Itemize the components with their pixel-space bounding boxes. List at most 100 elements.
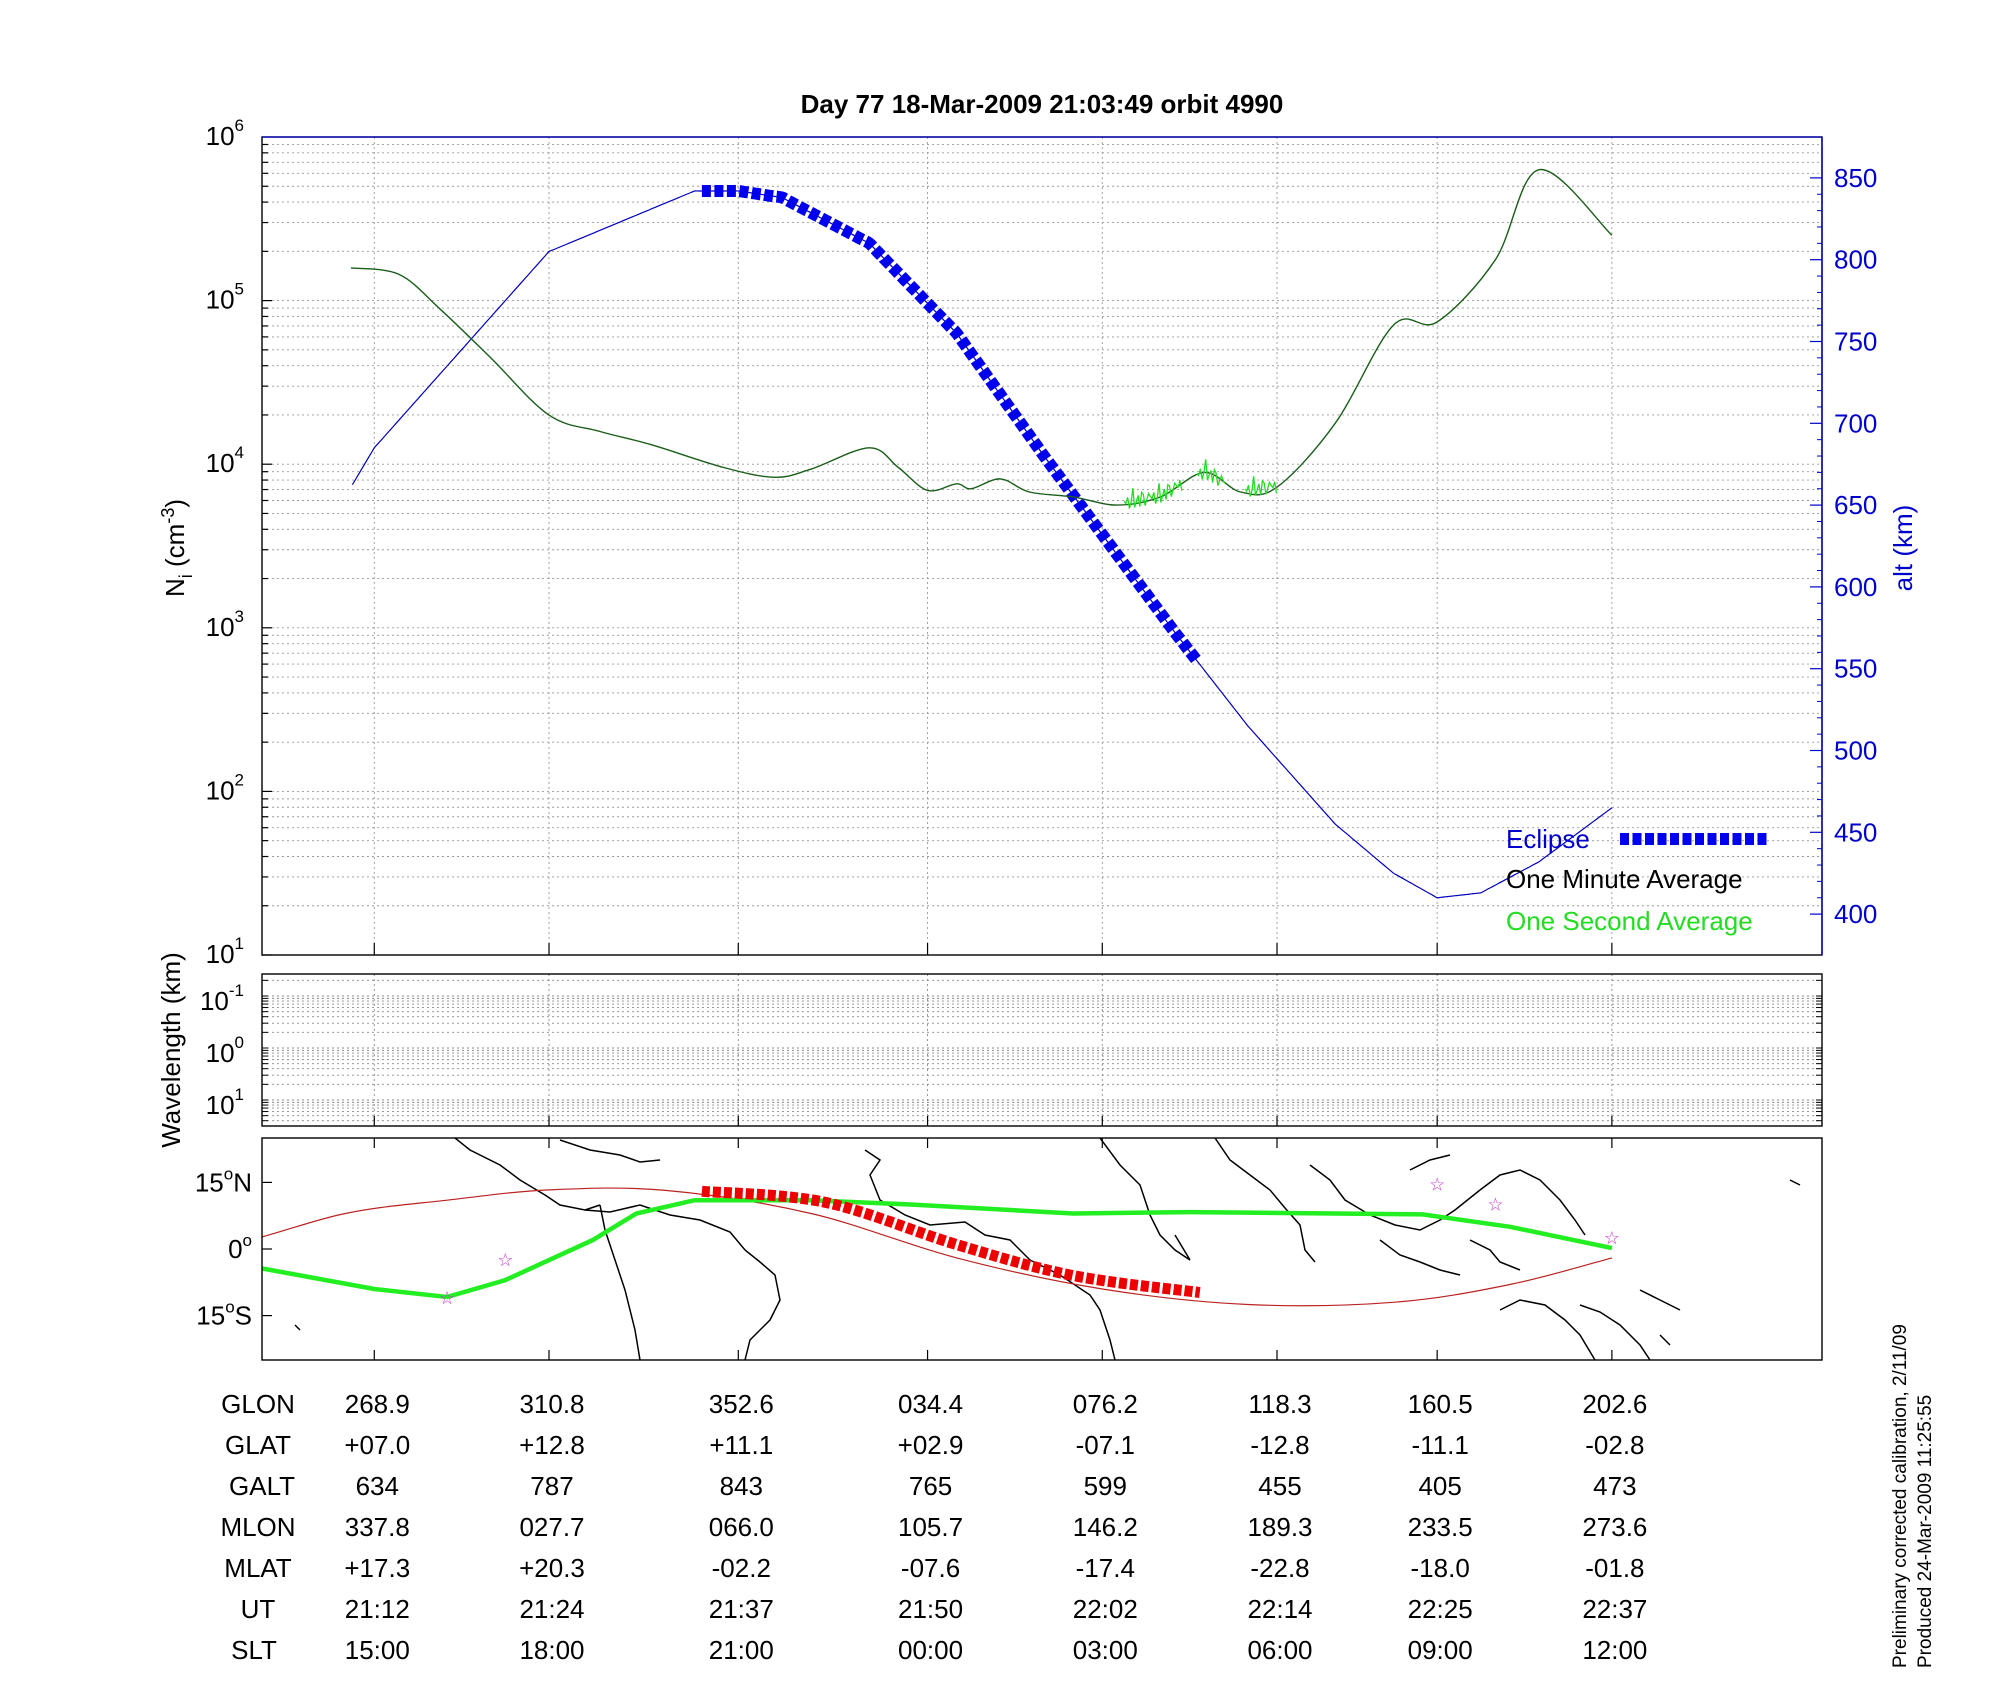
star-marker: ☆ — [1487, 1195, 1503, 1215]
density-y-tick-label: 106 — [206, 116, 244, 151]
axis-row-value: 09:00 — [1408, 1635, 1473, 1665]
axis-row-label: GALT — [229, 1471, 295, 1501]
axis-row-value: +02.9 — [898, 1430, 964, 1460]
coastline — [584, 1204, 781, 1360]
footer-produced: Produced 24-Mar-2009 11:25:55 — [1915, 1395, 1936, 1668]
density-curve — [350, 168, 1613, 506]
map-y-ticks: 15oN 0o 15oS — [195, 1164, 272, 1331]
legend-second-label: One Second Average — [1506, 906, 1753, 936]
wavelength-grid — [262, 974, 1822, 1126]
axis-row-value: 273.6 — [1582, 1512, 1647, 1542]
ground-track-line — [262, 1197, 1613, 1300]
coastline — [1379, 1239, 1461, 1276]
magnetic-equator-line — [262, 1187, 1613, 1307]
star-marker: ☆ — [497, 1250, 513, 1270]
one-second-curve — [1196, 459, 1226, 486]
coastline — [864, 1149, 1116, 1360]
one-second-curve — [1123, 480, 1183, 509]
altitude-tick-label: 650 — [1834, 490, 1877, 520]
altitude-tick-label: 550 — [1834, 654, 1877, 684]
altitude-y-label: alt (km) — [1888, 505, 1918, 592]
altitude-tick-label: 500 — [1834, 736, 1877, 766]
coastline — [599, 1204, 641, 1360]
axis-row-value: -07.6 — [901, 1553, 960, 1583]
coastline — [294, 1324, 301, 1331]
axis-row-value: 21:37 — [709, 1594, 774, 1624]
axis-row-value: 12:00 — [1582, 1635, 1647, 1665]
axis-row-value: 787 — [530, 1471, 573, 1501]
axis-row-value: 146.2 — [1073, 1512, 1138, 1542]
altitude-tick-label: 600 — [1834, 572, 1877, 602]
axis-row-value: 18:00 — [519, 1635, 584, 1665]
star-marker: ☆ — [1604, 1228, 1620, 1248]
altitude-tick-label: 800 — [1834, 245, 1877, 275]
axis-row-value: -02.2 — [712, 1553, 771, 1583]
axis-row-value: 027.7 — [519, 1512, 584, 1542]
coastline — [1099, 1138, 1191, 1261]
axis-row-value: 03:00 — [1073, 1635, 1138, 1665]
altitude-tick-label: 450 — [1834, 817, 1877, 847]
density-plot-area — [350, 168, 1613, 899]
altitude-curve — [351, 190, 1613, 899]
wavelength-y-tick-label: 10-1 — [200, 981, 244, 1016]
eclipse-segment — [701, 184, 1202, 665]
star-marker: ☆ — [439, 1288, 455, 1308]
coastline — [1479, 1169, 1586, 1236]
axis-row-value: -18.0 — [1411, 1553, 1470, 1583]
coastline — [1409, 1154, 1451, 1171]
axis-row-value: 473 — [1593, 1471, 1636, 1501]
density-grid — [262, 143, 1822, 956]
density-x-grid — [373, 137, 1613, 955]
axis-row-value: 202.6 — [1582, 1389, 1647, 1419]
axis-row-value: 310.8 — [519, 1389, 584, 1419]
axis-row-value: +11.1 — [709, 1430, 773, 1460]
coastline — [1214, 1138, 1316, 1263]
wavelength-y-tick-label: 100 — [206, 1033, 244, 1068]
axis-row-value: 189.3 — [1247, 1512, 1312, 1542]
axis-row-value: +07.0 — [344, 1430, 410, 1460]
coastline — [454, 1138, 601, 1211]
coastline — [1309, 1164, 1481, 1231]
axis-row-value: +20.3 — [519, 1553, 585, 1583]
axis-row-value: 22:37 — [1582, 1594, 1647, 1624]
axis-row-label: GLON — [221, 1389, 295, 1419]
axis-row-value: 21:12 — [345, 1594, 410, 1624]
axis-row-value: 405 — [1418, 1471, 1461, 1501]
altitude-y-ticks: 400 450 500 550 600 650 700 750 800 850 — [1810, 163, 1877, 929]
axis-row-value: -11.1 — [1411, 1430, 1468, 1460]
axis-row-value: +12.8 — [519, 1430, 585, 1460]
wavelength-y-label: Wavelength (km) — [156, 952, 186, 1148]
map-plot-area: ☆ ☆ ☆ ☆ ☆ — [262, 1138, 1620, 1360]
axis-row-value: 034.4 — [898, 1389, 963, 1419]
density-y-tick-label: 104 — [206, 443, 244, 478]
axis-row-value: 21:00 — [709, 1635, 774, 1665]
axis-row-value: 455 — [1258, 1471, 1301, 1501]
axis-row-value: 843 — [720, 1471, 763, 1501]
coastlines — [294, 1138, 1801, 1360]
map-y-tick-label: 0o — [228, 1231, 252, 1264]
coastline — [1659, 1334, 1671, 1346]
legend-minute-label: One Minute Average — [1506, 864, 1743, 894]
density-y-tick-label: 105 — [206, 280, 244, 315]
eclipse-track-line — [701, 1185, 1201, 1298]
star-marker: ☆ — [1429, 1175, 1445, 1195]
axis-row-value: 599 — [1084, 1471, 1127, 1501]
axis-row-value: -12.8 — [1250, 1430, 1309, 1460]
density-y-tick-label: 102 — [206, 770, 244, 805]
coastline — [559, 1139, 661, 1163]
axis-row-value: 634 — [356, 1471, 399, 1501]
chart-title: Day 77 18-Mar-2009 21:03:49 orbit 4990 — [801, 89, 1284, 119]
legend: Eclipse One Minute Average One Second Av… — [1506, 824, 1770, 936]
altitude-tick-label: 400 — [1834, 899, 1877, 929]
legend-eclipse-label: Eclipse — [1506, 824, 1590, 854]
axis-row-value: 21:50 — [898, 1594, 963, 1624]
axis-row-value: 160.5 — [1408, 1389, 1473, 1419]
axis-row-value: 15:00 — [345, 1635, 410, 1665]
axis-row-value: 22:14 — [1247, 1594, 1312, 1624]
axis-row-value: -02.8 — [1585, 1430, 1644, 1460]
wavelength-axes-box — [261, 973, 1823, 1127]
map-axes-box — [261, 1137, 1823, 1361]
axis-row-label: GLAT — [225, 1430, 291, 1460]
axis-row-value: -07.1 — [1076, 1430, 1135, 1460]
